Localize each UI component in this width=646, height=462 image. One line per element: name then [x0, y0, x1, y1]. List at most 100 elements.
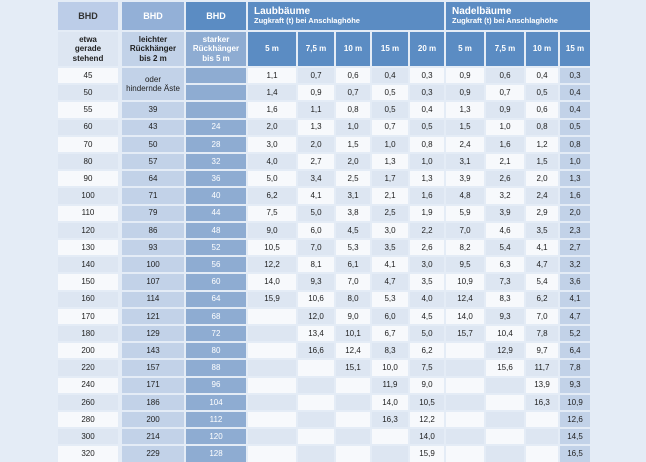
bhd-leichter-cell: 229	[122, 446, 184, 462]
laub-value-cell: 4,5	[336, 222, 370, 238]
bhd-leichter-cell: 157	[122, 360, 184, 376]
laub-value-cell: 1,6	[248, 102, 296, 118]
col-header-gerade-line: gerade	[74, 44, 102, 54]
nadel-value-cell: 16,3	[526, 394, 558, 410]
nadel-value-cell	[446, 394, 484, 410]
laub-value-cell: 5,3	[336, 240, 370, 256]
laub-value-cell: 7,0	[298, 240, 334, 256]
nadel-value-cell: 4,7	[526, 257, 558, 273]
nadel-value-cell	[526, 429, 558, 445]
bhd-starker-cell: 44	[186, 205, 246, 221]
laub-value-cell: 12,0	[298, 308, 334, 324]
nadel-value-cell: 7,0	[526, 308, 558, 324]
laub-value-cell: 2,7	[298, 154, 334, 170]
laub-value-cell: 0,5	[372, 85, 408, 101]
nadel-value-cell: 4,8	[446, 188, 484, 204]
nadel-value-cell: 10,9	[446, 274, 484, 290]
laub-value-cell: 4,0	[248, 154, 296, 170]
nadel-value-cell: 0,3	[560, 68, 590, 84]
laub-height-header: 7,5 m	[298, 32, 334, 66]
laub-value-cell	[298, 429, 334, 445]
bhd-gerade-cell: 220	[58, 360, 118, 376]
nadel-value-cell: 10,9	[560, 394, 590, 410]
nadel-value-cell: 0,9	[446, 68, 484, 84]
laub-value-cell: 0,4	[372, 68, 408, 84]
bhd-leichter-cell: 57	[122, 154, 184, 170]
bhd-starker-cell: 96	[186, 377, 246, 393]
laub-value-cell: 3,0	[372, 222, 408, 238]
bhd-header-1: BHD	[58, 2, 118, 30]
nadel-value-cell: 3,6	[560, 274, 590, 290]
laub-value-cell: 1,1	[298, 102, 334, 118]
nadel-value-cell	[526, 412, 558, 428]
bhd-gerade-cell: 160	[58, 291, 118, 307]
laub-value-cell: 1,9	[410, 205, 444, 221]
nadel-value-cell: 2,9	[526, 205, 558, 221]
bhd-gerade-cell: 170	[58, 308, 118, 324]
note-hindernde-aeste: oder hindernde Äste	[122, 68, 184, 101]
bhd-leichter-cell: 200	[122, 412, 184, 428]
col-header-starker-line: bis 5 m	[202, 53, 230, 63]
nadel-value-cell: 13,9	[526, 377, 558, 393]
bhd-gerade-cell: 180	[58, 326, 118, 342]
laub-value-cell: 2,0	[298, 136, 334, 152]
nadel-value-cell: 2,7	[560, 240, 590, 256]
laub-value-cell: 9,0	[410, 377, 444, 393]
nadel-value-cell: 4,1	[526, 240, 558, 256]
bhd-leichter-cell: 86	[122, 222, 184, 238]
bhd-leichter-cell: 121	[122, 308, 184, 324]
laub-value-cell: 2,1	[372, 188, 408, 204]
laub-value-cell: 15,9	[410, 446, 444, 462]
col-header-leichter: leichter Rückhänger bis 2 m	[122, 32, 184, 66]
nadel-value-cell	[446, 343, 484, 359]
laub-value-cell: 2,6	[410, 240, 444, 256]
laub-value-cell: 14,0	[248, 274, 296, 290]
nadel-value-cell: 0,8	[560, 136, 590, 152]
laub-value-cell	[248, 394, 296, 410]
nadel-value-cell: 3,1	[446, 154, 484, 170]
laub-value-cell: 2,2	[410, 222, 444, 238]
bhd-starker-cell: 104	[186, 394, 246, 410]
laub-value-cell: 1,3	[372, 154, 408, 170]
nadel-value-cell: 12,9	[486, 343, 524, 359]
laub-value-cell: 10,1	[336, 326, 370, 342]
nadel-value-cell: 2,0	[526, 171, 558, 187]
bhd-starker-cell: 80	[186, 343, 246, 359]
bhd-leichter-cell: 39	[122, 102, 184, 118]
laub-value-cell	[248, 326, 296, 342]
laub-value-cell: 0,7	[336, 85, 370, 101]
laub-value-cell: 0,8	[336, 102, 370, 118]
nadel-value-cell: 5,9	[446, 205, 484, 221]
laub-value-cell	[298, 412, 334, 428]
nadel-value-cell: 0,4	[560, 102, 590, 118]
bhd-gerade-cell: 300	[58, 429, 118, 445]
bhd-gerade-cell: 45	[58, 68, 118, 84]
nadel-value-cell: 0,8	[526, 119, 558, 135]
laub-title: Laubbäume	[254, 5, 311, 17]
bhd-leichter-cell: 171	[122, 377, 184, 393]
nadel-value-cell: 0,5	[526, 85, 558, 101]
laub-value-cell: 0,4	[410, 102, 444, 118]
bhd-leichter-cell: 79	[122, 205, 184, 221]
bhd-header-2: BHD	[122, 2, 184, 30]
nadel-value-cell: 2,0	[560, 205, 590, 221]
nadel-group-header: Nadelbäume Zugkraft (t) bei Anschlaghöhe	[446, 2, 590, 30]
nadel-value-cell	[486, 412, 524, 428]
nadel-value-cell	[446, 360, 484, 376]
laub-value-cell: 15,1	[336, 360, 370, 376]
nadel-value-cell: 9,3	[486, 308, 524, 324]
laub-value-cell: 16,6	[298, 343, 334, 359]
nadel-subtitle: Zugkraft (t) bei Anschlaghöhe	[452, 16, 558, 26]
laub-value-cell	[248, 343, 296, 359]
nadel-value-cell: 2,1	[486, 154, 524, 170]
laub-height-header: 5 m	[248, 32, 296, 66]
laub-value-cell: 4,0	[410, 291, 444, 307]
laub-value-cell: 12,2	[410, 412, 444, 428]
nadel-value-cell	[446, 429, 484, 445]
nadel-value-cell: 14,0	[446, 308, 484, 324]
laub-group-header: Laubbäume Zugkraft (t) bei Anschlaghöhe	[248, 2, 444, 30]
bhd-gerade-cell: 90	[58, 171, 118, 187]
nadel-value-cell: 6,4	[560, 343, 590, 359]
laub-value-cell: 1,0	[410, 154, 444, 170]
laub-value-cell: 2,0	[336, 154, 370, 170]
